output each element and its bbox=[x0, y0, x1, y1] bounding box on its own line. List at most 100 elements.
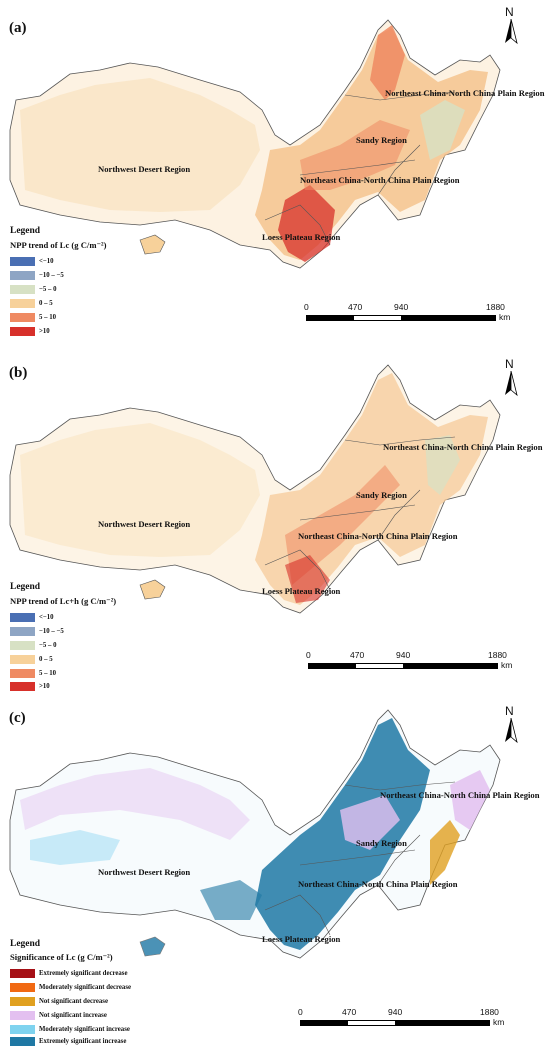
neutral-patch bbox=[420, 100, 465, 160]
legend-subtitle: NPP trend of Lc (g C/m⁻²) bbox=[10, 240, 107, 250]
legend-label: −10 – −5 bbox=[39, 271, 64, 279]
island-outline bbox=[139, 579, 166, 600]
panel-label: (b) bbox=[9, 365, 28, 381]
legend-swatch bbox=[10, 626, 35, 636]
scale-bar-frame bbox=[306, 315, 496, 321]
map-a bbox=[9, 19, 501, 269]
label-northwest-desert: Northwest Desert Region bbox=[98, 867, 191, 877]
legend-label: 5 – 10 bbox=[39, 313, 56, 321]
legend-title: Legend bbox=[10, 226, 41, 236]
label-ne-north-china-upper: Northeast China-North China Plain Region bbox=[380, 790, 540, 800]
legend-item: Extremely significant decrease bbox=[10, 968, 127, 978]
sparse-vegetation-west bbox=[20, 78, 260, 212]
legend-item: 5 – 10 bbox=[10, 668, 56, 678]
scale-tick-0: 0 bbox=[306, 650, 311, 660]
scale-tick-0: 0 bbox=[304, 302, 309, 312]
mid-trend-band bbox=[300, 120, 410, 190]
west-blue-patches bbox=[30, 830, 120, 865]
island-outline bbox=[139, 936, 166, 957]
label-ne-north-china-central: Northeast China-North China Plain Region bbox=[300, 175, 460, 185]
legend-item: <−10 bbox=[10, 612, 54, 622]
panel-b: (b) Northwest Desert Region Loess Platea… bbox=[0, 345, 550, 691]
north-label: N bbox=[505, 704, 514, 718]
high-trend-loess bbox=[285, 555, 330, 603]
legend-swatch bbox=[10, 298, 35, 308]
north-label: N bbox=[505, 357, 514, 371]
legend-label: <−10 bbox=[39, 257, 54, 265]
legend-swatch bbox=[10, 640, 35, 650]
legend-item: −10 – −5 bbox=[10, 270, 64, 280]
scale-unit: km bbox=[501, 660, 513, 670]
legend-label: −10 – −5 bbox=[39, 627, 64, 635]
legend-item: Not significant increase bbox=[10, 1010, 107, 1020]
mid-trend-band bbox=[285, 465, 400, 585]
panel-label: (c) bbox=[9, 710, 26, 726]
scale-tick-0: 0 bbox=[298, 1007, 303, 1017]
scale-bar: 0 470 940 1880 km bbox=[298, 1007, 530, 1031]
legend-label: Not significant increase bbox=[39, 1011, 107, 1019]
decrease-patch bbox=[430, 820, 460, 885]
legend-swatch bbox=[10, 312, 35, 322]
sub-region-boundaries bbox=[264, 436, 456, 591]
high-trend-core bbox=[370, 25, 405, 100]
scale-tick-470: 470 bbox=[350, 650, 365, 660]
neutral-patch bbox=[425, 435, 460, 495]
legend-item: −10 – −5 bbox=[10, 626, 64, 636]
scale-tick-940: 940 bbox=[388, 1007, 403, 1017]
legend-swatch bbox=[10, 654, 35, 664]
legend-label: <−10 bbox=[39, 613, 54, 621]
label-sandy: Sandy Region bbox=[356, 838, 407, 848]
scale-tick-940: 940 bbox=[394, 302, 409, 312]
panel-c: (c) Northwest Desert Region Loess Platea… bbox=[0, 690, 550, 1047]
scale-tick-470: 470 bbox=[342, 1007, 357, 1017]
legend-item: 0 – 5 bbox=[10, 654, 53, 664]
map-b bbox=[9, 364, 501, 614]
sparse-west bbox=[20, 768, 250, 840]
legend-label: −5 – 0 bbox=[39, 641, 57, 649]
label-ne-north-china-upper: Northeast China-North China Plain Region bbox=[383, 442, 543, 452]
legend-item: <−10 bbox=[10, 256, 54, 266]
legend-label: >10 bbox=[39, 327, 50, 335]
not-significant-increase bbox=[340, 795, 400, 850]
legend-label: −5 – 0 bbox=[39, 285, 57, 293]
label-northwest-desert: Northwest Desert Region bbox=[98, 519, 191, 529]
legend-swatch bbox=[10, 1024, 35, 1034]
legend-label: Moderately significant decrease bbox=[39, 983, 131, 991]
island-outline bbox=[139, 234, 166, 255]
scale-tick-1880: 1880 bbox=[488, 650, 507, 660]
legend-item: Moderately significant decrease bbox=[10, 982, 131, 992]
legend-subtitle: Significance of Lc (g C/m⁻²) bbox=[10, 952, 113, 962]
legend-swatch bbox=[10, 668, 35, 678]
label-ne-north-china-central: Northeast China-North China Plain Region bbox=[298, 531, 458, 541]
legend-item: Extremely significant increase bbox=[10, 1036, 126, 1046]
legend-swatch bbox=[10, 996, 35, 1006]
panel-a: (a) Northwest Desert Region Loess Platea… bbox=[0, 0, 550, 345]
north-arrow-icon bbox=[505, 371, 518, 397]
scale-unit: km bbox=[493, 1017, 505, 1027]
high-trend-loess bbox=[278, 185, 335, 262]
legend-item: −5 – 0 bbox=[10, 640, 56, 650]
legend-title: Legend bbox=[10, 582, 41, 592]
north-arrow-icon bbox=[505, 19, 518, 45]
legend-swatch bbox=[10, 256, 35, 266]
label-sandy: Sandy Region bbox=[356, 135, 407, 145]
sub-region-boundaries bbox=[264, 91, 456, 246]
legend-swatch bbox=[10, 326, 35, 336]
scale-tick-470: 470 bbox=[348, 302, 363, 312]
legend-label: Moderately significant increase bbox=[39, 1025, 130, 1033]
north-arrow-icon bbox=[505, 718, 518, 744]
scale-unit: km bbox=[499, 312, 511, 322]
scale-bar: 0 470 940 1880 km bbox=[306, 650, 528, 674]
north-arrow: N bbox=[498, 704, 524, 744]
scale-bar-frame bbox=[308, 663, 498, 669]
legend-label: >10 bbox=[39, 682, 50, 690]
label-ne-north-china-central: Northeast China-North China Plain Region bbox=[298, 879, 458, 889]
legend-swatch bbox=[10, 270, 35, 280]
increase-east bbox=[255, 718, 430, 950]
legend-swatch bbox=[10, 284, 35, 294]
label-loess-plateau: Loess Plateau Region bbox=[262, 934, 341, 944]
legend-item: −5 – 0 bbox=[10, 284, 56, 294]
north-label: N bbox=[505, 5, 514, 19]
legend-item: Moderately significant increase bbox=[10, 1024, 130, 1034]
legend-swatch bbox=[10, 1010, 35, 1020]
